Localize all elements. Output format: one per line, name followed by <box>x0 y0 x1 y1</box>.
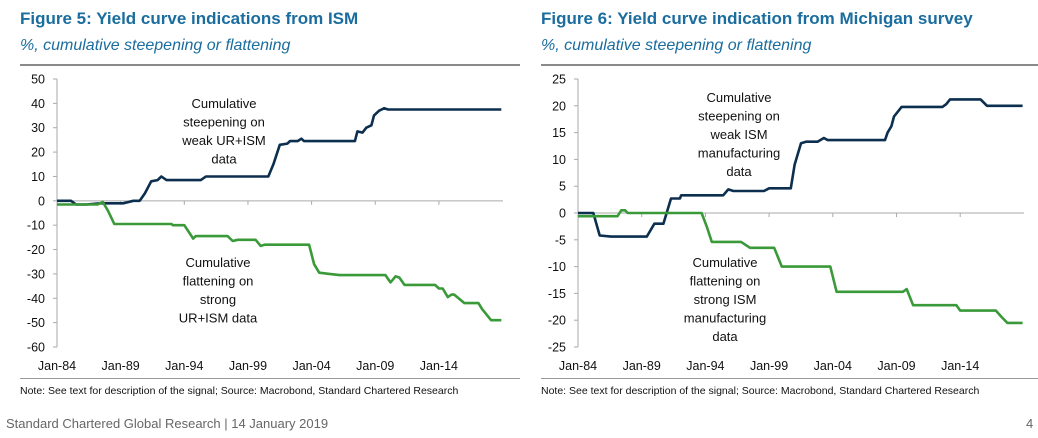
steepening-annotation-line: steepening on <box>698 109 780 124</box>
steepening-series-line <box>57 106 502 206</box>
flattening-annotation-line: Cumulative <box>692 255 757 270</box>
steepening-annotation-line: data <box>726 164 752 179</box>
steepening-annotation-line: weak UR+ISM <box>181 133 265 148</box>
y-tick-label: -40 <box>27 292 45 306</box>
x-tick-label: Jan-89 <box>623 359 661 373</box>
x-tick-label: Jan-94 <box>686 359 724 373</box>
page-number: 4 <box>1026 416 1034 431</box>
steepening-annotation-line: manufacturing <box>698 146 780 161</box>
flattening-series-line <box>578 209 1023 325</box>
figure-5-title: Figure 5: Yield curve indications from I… <box>20 9 359 28</box>
y-tick-label: 50 <box>31 73 45 87</box>
y-tick-label: 10 <box>31 170 45 184</box>
y-tick-label: -10 <box>27 219 45 233</box>
y-tick-label: -15 <box>548 287 566 301</box>
steepening-annotation-line: weak ISM <box>709 127 767 142</box>
flattening-annotation-line: manufacturing <box>684 311 766 326</box>
y-tick-label: 25 <box>552 73 566 87</box>
figure-5-note: Note: See text for description of the si… <box>20 385 459 397</box>
y-tick-label: -5 <box>555 233 566 247</box>
y-tick-label: 0 <box>559 207 566 221</box>
x-tick-label: Jan-84 <box>38 359 76 373</box>
y-tick-label: -60 <box>27 341 45 355</box>
y-tick-label: 0 <box>38 194 45 208</box>
x-tick-label: Jan-94 <box>165 359 203 373</box>
steepening-annotation-line: Cumulative <box>191 96 256 111</box>
y-tick-label: -10 <box>548 260 566 274</box>
footer-text: Standard Chartered Global Research | 14 … <box>6 416 329 431</box>
figure-5-subtitle: %, cumulative steepening or flattening <box>20 37 291 54</box>
flattening-annotation-line: Cumulative <box>185 255 250 270</box>
x-tick-label: Jan-09 <box>356 359 394 373</box>
y-tick-label: 10 <box>552 153 566 167</box>
x-tick-label: Jan-04 <box>814 359 852 373</box>
steepening-annotation-line: data <box>211 152 237 167</box>
x-tick-label: Jan-99 <box>750 359 788 373</box>
y-tick-label: 5 <box>559 180 566 194</box>
flattening-annotation-line: flattening on <box>183 274 254 289</box>
y-tick-label: 30 <box>31 121 45 135</box>
flattening-series-line <box>57 200 502 322</box>
figure-6-bottom-rule <box>541 378 1038 379</box>
figure-6-top-rule <box>541 64 1038 66</box>
figure-5-bottom-rule <box>20 378 520 379</box>
x-tick-label: Jan-89 <box>102 359 140 373</box>
x-tick-label: Jan-09 <box>877 359 915 373</box>
y-tick-label: -25 <box>548 341 566 355</box>
flattening-annotation-line: flattening on <box>690 274 761 289</box>
steepening-annotation-line: steepening on <box>183 115 265 130</box>
x-tick-label: Jan-14 <box>941 359 979 373</box>
figure-6-subtitle: %, cumulative steepening or flattening <box>541 37 812 54</box>
flattening-annotation-line: data <box>712 329 738 344</box>
steepening-annotation-line: Cumulative <box>706 90 771 105</box>
x-tick-label: Jan-14 <box>420 359 458 373</box>
y-tick-label: 20 <box>31 146 45 160</box>
x-tick-label: Jan-84 <box>559 359 597 373</box>
figure-6-note: Note: See text for description of the si… <box>541 385 980 397</box>
y-tick-label: -20 <box>27 243 45 257</box>
y-tick-label: -50 <box>27 316 45 330</box>
x-tick-label: Jan-99 <box>229 359 267 373</box>
steepening-series-line <box>578 98 1023 238</box>
y-tick-label: 40 <box>31 97 45 111</box>
y-tick-label: -30 <box>27 267 45 281</box>
flattening-annotation-line: UR+ISM data <box>179 311 258 326</box>
figure-6-title: Figure 6: Yield curve indication from Mi… <box>541 9 973 28</box>
flattening-annotation-line: strong ISM <box>694 292 757 307</box>
y-tick-label: 20 <box>552 99 566 113</box>
y-tick-label: -20 <box>548 314 566 328</box>
figure-5-top-rule <box>20 64 520 66</box>
flattening-annotation-line: strong <box>200 292 236 307</box>
x-tick-label: Jan-04 <box>292 359 330 373</box>
y-tick-label: 15 <box>552 126 566 140</box>
